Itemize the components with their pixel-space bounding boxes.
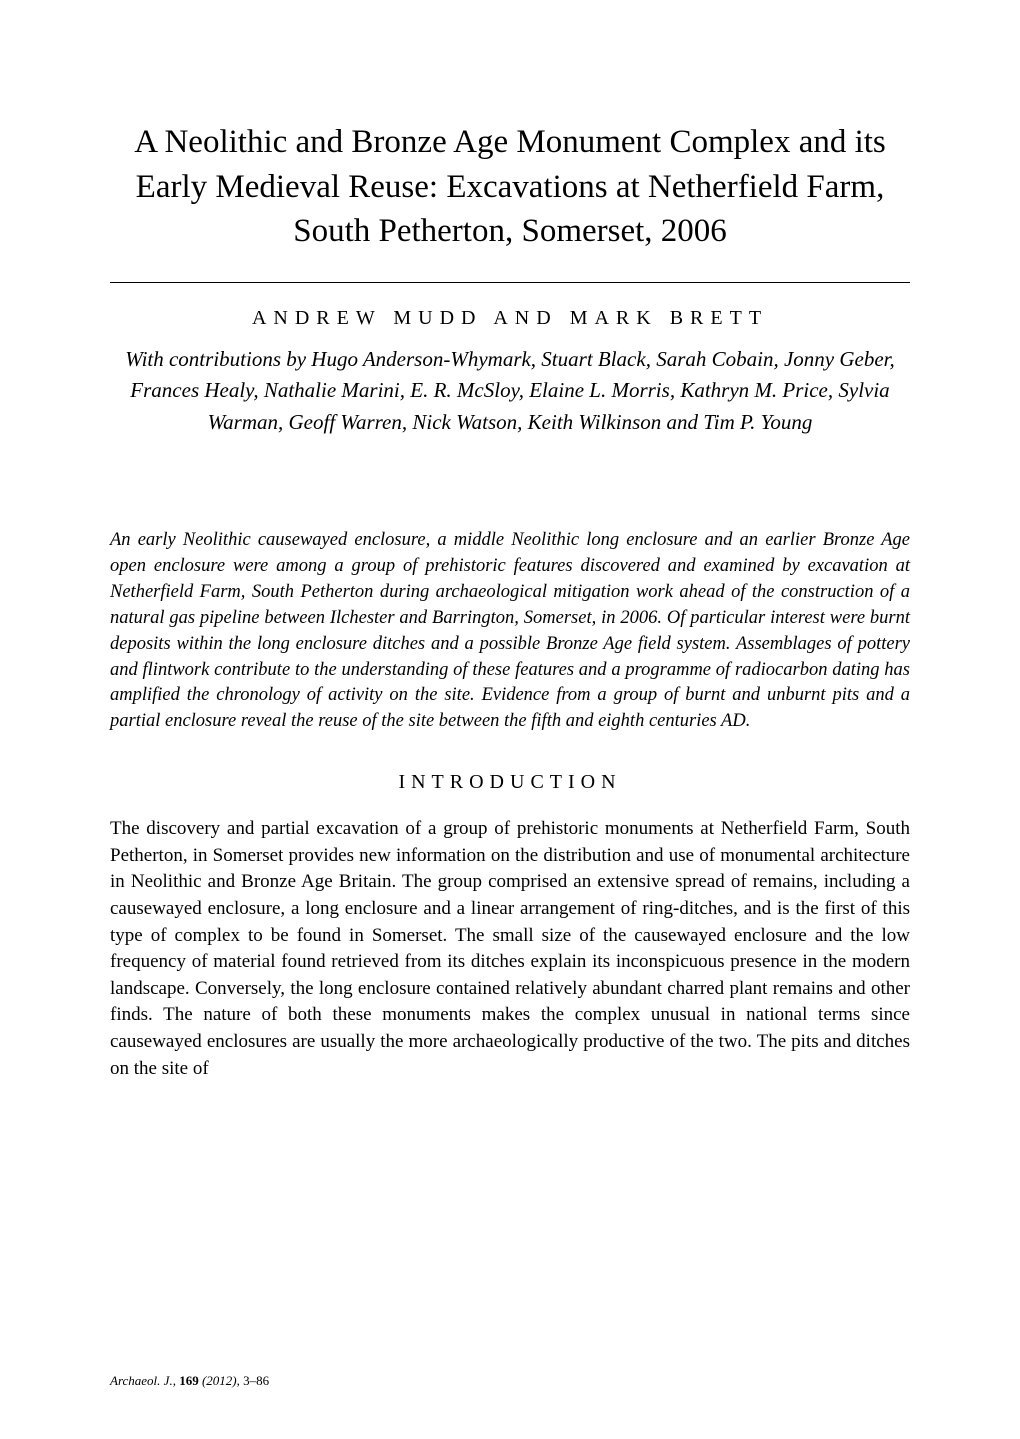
title-divider	[110, 282, 910, 283]
journal-name: Archaeol. J.	[110, 1373, 173, 1388]
journal-citation: Archaeol. J., 169 (2012), 3–86	[110, 1373, 269, 1389]
article-title: A Neolithic and Bronze Age Monument Comp…	[110, 120, 910, 254]
contributors-block: With contributions by Hugo Anderson-Whym…	[110, 344, 910, 439]
journal-pages: , 3–86	[237, 1373, 270, 1388]
authors-line: andrew mudd and mark brett	[110, 307, 910, 330]
abstract-text: An early Neolithic causewayed enclosure,…	[110, 528, 910, 735]
section-heading-introduction: introduction	[110, 771, 910, 794]
journal-volume: 169	[179, 1373, 199, 1388]
introduction-body: The discovery and partial excavation of …	[110, 816, 910, 1082]
journal-year: (2012)	[202, 1373, 237, 1388]
